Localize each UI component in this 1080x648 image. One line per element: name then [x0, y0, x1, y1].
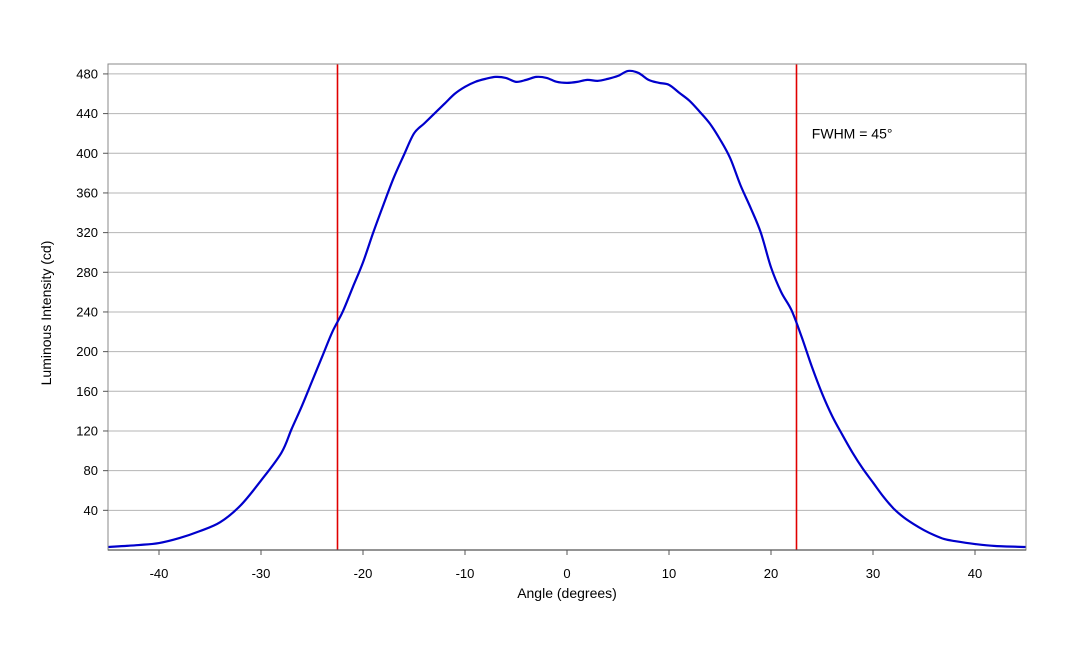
gridlines [108, 73, 1026, 511]
x-tick-label: -10 [456, 566, 475, 581]
plot-frame [103, 63, 1027, 555]
x-tick-label: -20 [354, 566, 373, 581]
y-tick-labels: 40 80 120 160 200 240 280 320 360 400 440 480 [76, 66, 98, 517]
y-axis-title: Luminous Intensity (cd) [38, 241, 54, 386]
fwhm-annotation: FWHM = 45° [812, 125, 893, 141]
y-tick-label: 80 [84, 463, 98, 478]
x-axis-title: Angle (degrees) [517, 585, 617, 601]
x-tick-labels: -40 -30 -20 -10 0 10 20 30 40 [150, 566, 983, 581]
y-tick-label: 400 [76, 146, 98, 161]
x-tick-label: 0 [563, 566, 570, 581]
series-group [107, 69, 1027, 549]
x-tick-label: 30 [866, 566, 880, 581]
y-tick-label: 40 [84, 503, 98, 518]
y-tick-label: 320 [76, 225, 98, 240]
x-tick-label: -40 [150, 566, 169, 581]
series-line [107, 69, 1027, 549]
y-tick-label: 200 [76, 344, 98, 359]
y-tick-label: 240 [76, 304, 98, 319]
y-tick-label: 360 [76, 185, 98, 200]
x-tick-label: 40 [968, 566, 982, 581]
x-tick-label: -30 [252, 566, 271, 581]
y-tick-label: 440 [76, 106, 98, 121]
y-tick-label: 480 [76, 66, 98, 81]
y-tick-label: 120 [76, 423, 98, 438]
fwhm-markers [336, 64, 798, 550]
y-tick-label: 160 [76, 384, 98, 399]
x-tick-label: 20 [764, 566, 778, 581]
x-tick-label: 10 [662, 566, 676, 581]
annotations: FWHM = 45° [812, 125, 893, 141]
y-tick-label: 280 [76, 265, 98, 280]
